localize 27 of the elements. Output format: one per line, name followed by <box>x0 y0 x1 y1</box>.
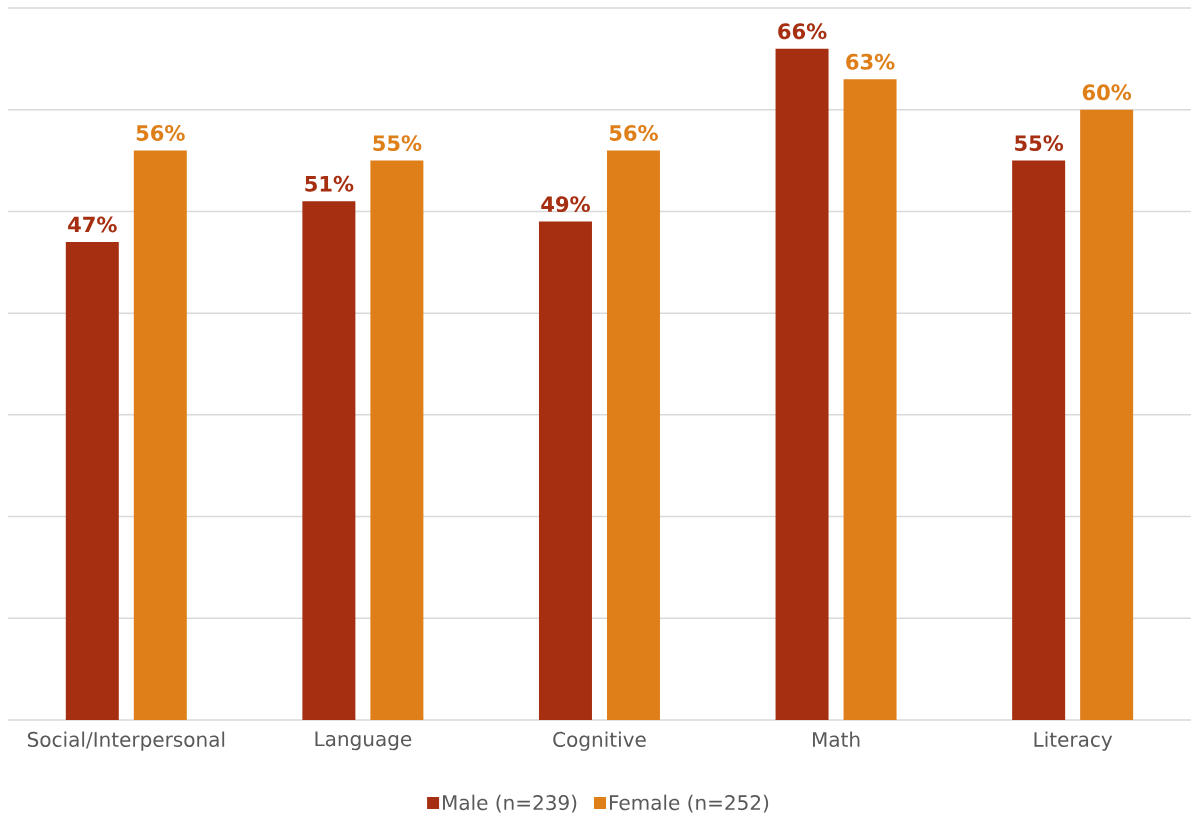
bar <box>843 79 897 720</box>
x-tick-label: Language <box>315 731 412 751</box>
data-label: 47% <box>68 216 117 233</box>
bar <box>775 48 829 720</box>
x-tick-label: Social/Interpersonal <box>27 731 225 751</box>
x-tick-label: Literacy <box>1034 731 1113 751</box>
legend-label: Female (n=252) <box>609 794 769 813</box>
data-label: 49% <box>541 196 590 213</box>
bar <box>370 160 424 720</box>
bar <box>133 150 187 720</box>
data-label: 55% <box>1015 135 1064 152</box>
x-tick-label: Math <box>813 731 860 747</box>
bar <box>606 150 660 720</box>
data-label: 63% <box>846 53 895 70</box>
data-label: 56% <box>609 124 658 141</box>
data-label: 55% <box>373 135 422 152</box>
bar <box>65 241 119 720</box>
legend-label: Male (n=239) <box>443 794 577 813</box>
data-label: 51% <box>305 175 354 192</box>
bar <box>1080 109 1134 720</box>
bar <box>538 221 592 720</box>
x-tick-label: Cognitive <box>553 731 646 751</box>
bar <box>302 201 356 720</box>
data-label: 60% <box>1082 84 1132 101</box>
bar <box>1012 160 1066 720</box>
data-label: 56% <box>136 124 185 141</box>
data-label: 66% <box>778 23 827 40</box>
